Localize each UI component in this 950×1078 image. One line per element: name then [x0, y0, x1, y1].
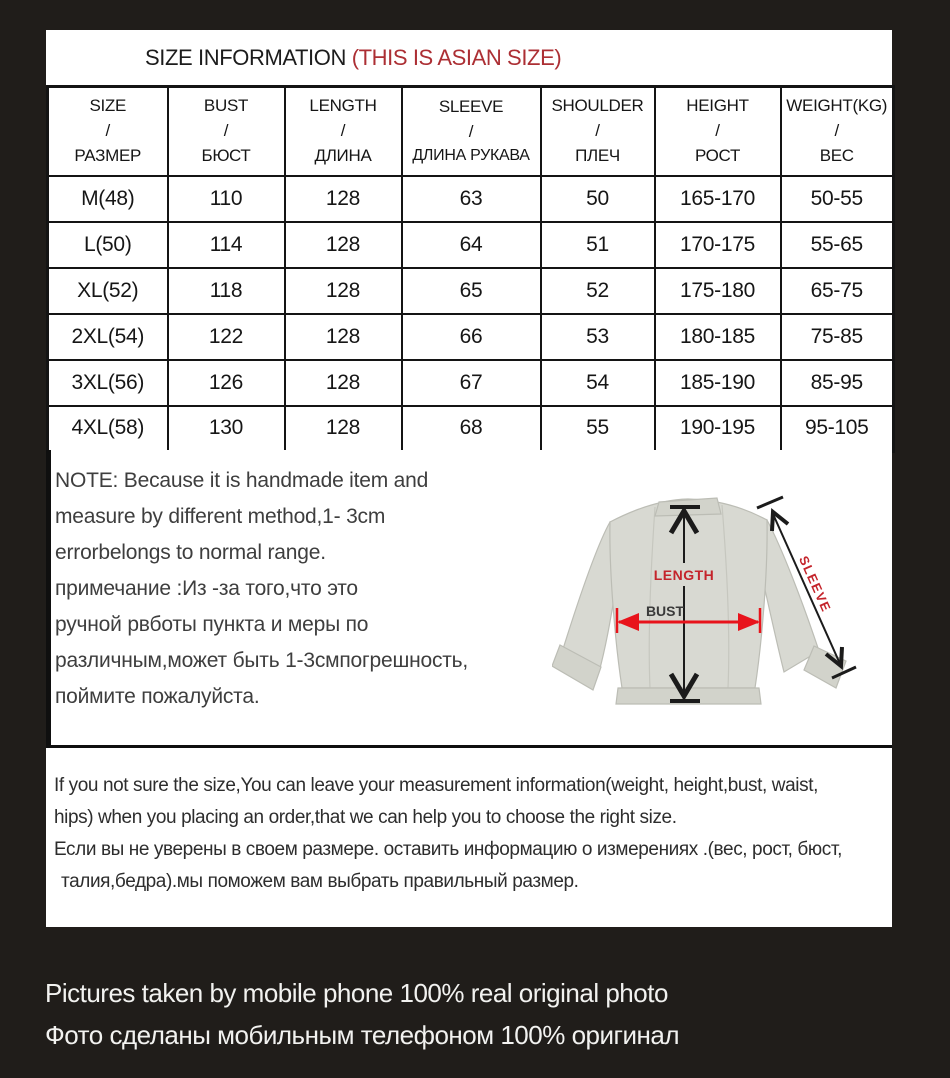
cell-shoulder: 51 [539, 220, 656, 269]
cell-weight: 95-105 [779, 404, 895, 453]
size-help-line: Если вы не уверены в своем размере. оста… [54, 839, 842, 860]
cell-shoulder: 52 [539, 266, 656, 315]
cell-bust: 122 [166, 312, 286, 361]
cell-sleeve: 63 [400, 174, 542, 223]
footer-line-ru: Фото сделаны мобильным телефоном 100% ор… [45, 1020, 680, 1050]
footer-line-en: Pictures taken by mobile phone 100% real… [45, 978, 668, 1008]
sleeve-arrow [756, 495, 857, 680]
size-help-line: hips) when you placing an order,that we … [54, 807, 677, 828]
cell-size: M(48) [46, 174, 169, 223]
cell-sleeve: 66 [400, 312, 542, 361]
length-label-backing [653, 563, 716, 586]
note-line: различным,может быть 1-3смпогрешность, [55, 649, 469, 672]
jacket-illustration [552, 497, 847, 705]
footer-caption: Pictures taken by mobile phone 100% real… [45, 972, 925, 1056]
col-header-sleeve: SLEEVE / ДЛИНА РУКАВА [400, 85, 542, 177]
cell-bust: 126 [166, 358, 286, 407]
table-row-2xl54: 2XL(54) 122 128 66 53 180-185 75-85 [46, 312, 895, 361]
table-header-row: SIZE / РАЗМЕР BUST / БЮСТ LENGTH / ДЛИНА… [46, 85, 895, 177]
cell-sleeve: 64 [400, 220, 542, 269]
cell-length: 128 [283, 404, 403, 453]
col-header-length: LENGTH / ДЛИНА [283, 85, 403, 177]
cell-bust: 110 [166, 174, 286, 223]
size-table: SIZE / РАЗМЕР BUST / БЮСТ LENGTH / ДЛИНА… [46, 85, 895, 453]
table-row-xl52: XL(52) 118 128 65 52 175-180 65-75 [46, 266, 895, 315]
cell-size: 3XL(56) [46, 358, 169, 407]
note-line: NOTE: Because it is handmade item and [55, 469, 429, 492]
cell-sleeve: 67 [400, 358, 542, 407]
cell-weight: 55-65 [779, 220, 895, 269]
note-line: errorbelongs to normal range. [55, 541, 326, 564]
cell-weight: 50-55 [779, 174, 895, 223]
cell-length: 128 [283, 358, 403, 407]
cell-weight: 75-85 [779, 312, 895, 361]
note-line: поймите пожалуйста. [55, 685, 260, 708]
col-header-bust: BUST / БЮСТ [166, 85, 286, 177]
note-line: примечание :Из -за того,что это [55, 577, 358, 600]
note-line: measure by different method,1- 3cm [55, 505, 386, 528]
col-header-weight: WEIGHT(KG) / ВЕС [779, 85, 895, 177]
cell-bust: 130 [166, 404, 286, 453]
cell-length: 128 [283, 174, 403, 223]
waistband [615, 687, 762, 705]
size-help-line: талия,бедра).мы поможем вам выбрать прав… [61, 871, 579, 892]
table-row-l50: L(50) 114 128 64 51 170-175 55-65 [46, 220, 895, 269]
bust-label: BUST [646, 603, 685, 619]
col-header-height: HEIGHT / РОСТ [653, 85, 782, 177]
size-help-line: If you not sure the size,You can leave y… [54, 775, 818, 796]
page-title-red: (THIS IS ASIAN SIZE) [351, 45, 562, 70]
cell-sleeve: 65 [400, 266, 542, 315]
length-label: LENGTH [654, 567, 715, 583]
size-info-panel: SIZE INFORMATION (THIS IS ASIAN SIZE) SI… [46, 30, 895, 927]
left-cuff [552, 644, 602, 691]
cell-length: 128 [283, 312, 403, 361]
cell-bust: 114 [166, 220, 286, 269]
cell-height: 190-195 [653, 404, 782, 453]
size-table-header: SIZE / РАЗМЕР BUST / БЮСТ LENGTH / ДЛИНА… [46, 85, 895, 177]
table-row-m48: M(48) 110 128 63 50 165-170 50-55 [46, 174, 895, 223]
note-text: NOTE: Because it is handmade item and me… [55, 463, 525, 715]
col-header-size: SIZE / РАЗМЕР [46, 85, 169, 177]
bust-arrow [615, 608, 762, 633]
cell-weight: 65-75 [779, 266, 895, 315]
note-line: ручной рвботы пункта и меры по [55, 613, 369, 636]
page-title: SIZE INFORMATION (THIS IS ASIAN SIZE) [46, 30, 892, 85]
jacket-measurement-diagram: LENGTH BUST SLEEVE [552, 495, 857, 705]
cell-length: 128 [283, 220, 403, 269]
table-row-3xl56: 3XL(56) 126 128 67 54 185-190 85-95 [46, 358, 895, 407]
cell-height: 185-190 [653, 358, 782, 407]
cell-size: L(50) [46, 220, 169, 269]
length-arrow [668, 505, 700, 703]
cell-shoulder: 53 [539, 312, 656, 361]
cell-weight: 85-95 [779, 358, 895, 407]
cell-shoulder: 54 [539, 358, 656, 407]
cell-height: 165-170 [653, 174, 782, 223]
size-table-body: M(48) 110 128 63 50 165-170 50-55 L(50) … [46, 174, 895, 453]
cell-sleeve: 68 [400, 404, 542, 453]
cell-size: 4XL(58) [46, 404, 169, 453]
table-row-4xl58: 4XL(58) 130 128 68 55 190-195 95-105 [46, 404, 895, 453]
col-header-shoulder: SHOULDER / ПЛЕЧ [539, 85, 656, 177]
cell-length: 128 [283, 266, 403, 315]
size-help-section: If you not sure the size,You can leave y… [46, 748, 892, 927]
cell-height: 170-175 [653, 220, 782, 269]
cell-bust: 118 [166, 266, 286, 315]
cell-height: 180-185 [653, 312, 782, 361]
cell-shoulder: 55 [539, 404, 656, 453]
cell-size: XL(52) [46, 266, 169, 315]
cell-shoulder: 50 [539, 174, 656, 223]
page-title-black: SIZE INFORMATION [145, 45, 352, 70]
cell-size: 2XL(54) [46, 312, 169, 361]
cell-height: 175-180 [653, 266, 782, 315]
